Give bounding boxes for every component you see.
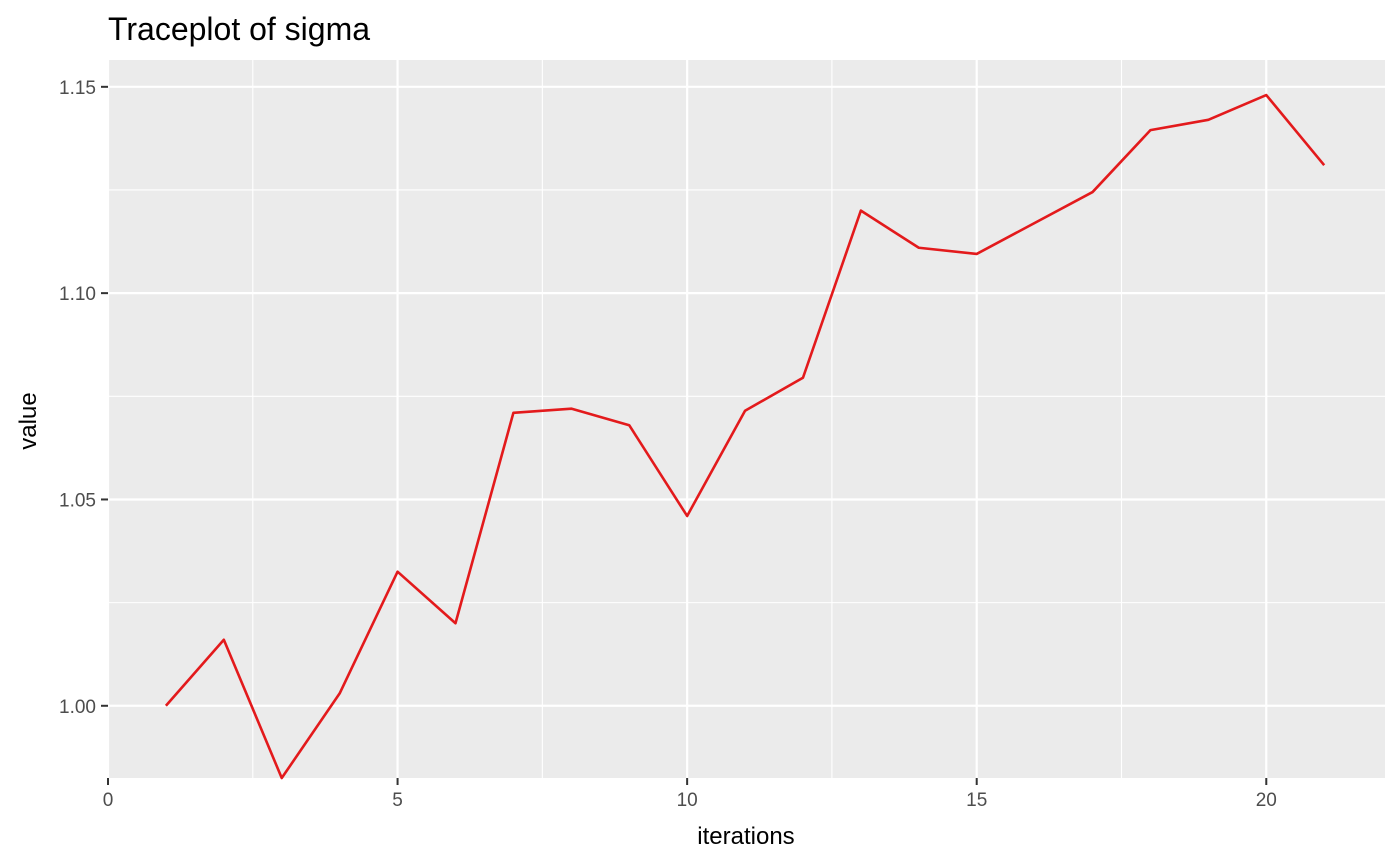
x-tick-label: 10 <box>677 790 698 811</box>
x-axis-title: iterations <box>697 823 794 850</box>
x-tick-label: 15 <box>966 790 987 811</box>
chart-title: Traceplot of sigma <box>108 11 370 47</box>
y-tick-label: 1.00 <box>59 697 96 718</box>
x-tick-label: 20 <box>1256 790 1277 811</box>
y-axis: 1.00 1.05 1.10 1.15 <box>59 78 108 718</box>
series-layer <box>164 93 1326 780</box>
x-tick-label: 5 <box>392 790 403 811</box>
y-tick-label: 1.15 <box>59 78 96 99</box>
major-gridlines <box>106 60 1385 778</box>
y-tick-label: 1.05 <box>59 490 96 511</box>
sigma-trace-line <box>164 93 1326 780</box>
y-tick-label: 1.10 <box>59 284 96 305</box>
y-axis-title: value <box>15 392 42 449</box>
minor-gridlines <box>108 60 1385 778</box>
x-axis: 0 5 10 15 20 <box>103 778 1277 811</box>
x-tick-label: 0 <box>103 790 114 811</box>
plot-panel <box>108 60 1385 778</box>
